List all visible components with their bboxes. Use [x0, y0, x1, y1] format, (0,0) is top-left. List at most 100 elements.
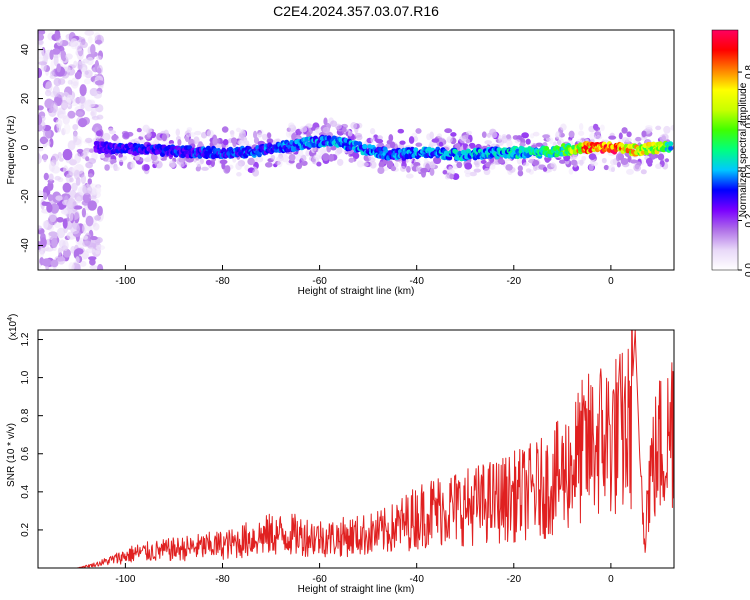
snr-series-line	[38, 330, 674, 568]
heatmap-cell	[52, 48, 61, 55]
heatmap-cell	[114, 166, 120, 172]
heatmap-cell	[581, 155, 587, 162]
spectrogram-y-tick-label: 40	[20, 44, 31, 56]
heatmap-cell	[102, 132, 111, 141]
heatmap-cell	[342, 126, 347, 133]
heatmap-cell	[85, 247, 96, 254]
heatmap-cell	[49, 71, 55, 77]
heatmap-cell	[179, 162, 185, 168]
heatmap-cell	[70, 223, 81, 235]
heatmap-cell	[399, 140, 406, 145]
heatmap-cell	[517, 165, 523, 172]
heatmap-cell	[650, 154, 656, 160]
heatmap-cell	[79, 84, 87, 97]
heatmap-cell	[62, 115, 70, 125]
heatmap-cell	[49, 49, 54, 60]
heatmap-cell	[206, 129, 214, 138]
heatmap-cell	[465, 130, 473, 135]
heatmap-cell	[38, 33, 45, 41]
spectrogram-x-tick-label: -20	[507, 276, 522, 287]
heatmap-cell	[38, 40, 44, 45]
heatmap-cell	[168, 140, 175, 145]
heatmap-cell	[397, 128, 405, 134]
heatmap-cell	[522, 162, 530, 167]
heatmap-cell	[305, 149, 310, 157]
spectrogram-x-tick-label: -60	[312, 276, 327, 287]
heatmap-cell	[519, 142, 526, 147]
heatmap-cell	[92, 222, 100, 231]
spectrogram-x-tick-label: -40	[409, 276, 424, 287]
colorbar-label: Normalized spectral amplitude	[738, 82, 749, 217]
heatmap-cell	[429, 161, 435, 170]
heatmap-cell	[322, 126, 331, 134]
heatmap-cell	[532, 131, 540, 137]
heatmap-cell	[95, 249, 101, 255]
heatmap-cell	[175, 128, 181, 137]
heatmap-cell	[72, 81, 79, 87]
heatmap-cell	[74, 97, 82, 104]
heatmap-cell	[95, 244, 106, 251]
heatmap-cell	[270, 154, 276, 161]
heatmap-cell	[464, 162, 473, 170]
heatmap-cell	[86, 56, 94, 66]
heatmap-cell	[56, 92, 65, 98]
heatmap-cell	[362, 143, 368, 149]
heatmap-cell	[281, 154, 289, 163]
heatmap-cell	[89, 264, 98, 270]
heatmap-cell	[66, 200, 74, 213]
spectrogram-cells	[38, 30, 674, 270]
heatmap-cell	[47, 194, 54, 202]
heatmap-cell	[47, 181, 54, 192]
heatmap-cell	[97, 263, 104, 270]
heatmap-cell	[655, 163, 662, 170]
heatmap-cell	[51, 237, 58, 249]
heatmap-cell	[90, 43, 96, 55]
spectrogram-x-ticks: -100 -80 -60 -40 -20 0	[115, 265, 614, 287]
heatmap-cell	[489, 128, 497, 136]
heatmap-cell	[53, 54, 59, 67]
heatmap-cell	[447, 155, 453, 161]
colorbar-tick-label: 0.2	[744, 213, 750, 227]
heatmap-cell	[63, 123, 71, 135]
heatmap-cell	[207, 148, 213, 154]
heatmap-cell	[108, 130, 117, 135]
heatmap-cell	[579, 122, 584, 131]
heatmap-cell	[242, 139, 250, 145]
heatmap-cell	[81, 207, 87, 218]
heatmap-cell	[594, 135, 603, 140]
heatmap-cell	[640, 169, 647, 175]
heatmap-cell	[57, 247, 62, 257]
snr-y-tick-label: 1.0	[20, 370, 31, 384]
heatmap-cell	[408, 136, 415, 144]
heatmap-cell	[221, 126, 229, 133]
heatmap-cell	[62, 148, 73, 161]
heatmap-cell	[54, 175, 61, 181]
heatmap-cell	[91, 115, 100, 121]
heatmap-cell	[51, 153, 60, 162]
heatmap-cell	[535, 142, 544, 147]
heatmap-cell	[378, 161, 385, 168]
heatmap-cell	[56, 63, 61, 73]
heatmap-cell	[657, 153, 665, 161]
heatmap-cell	[83, 78, 91, 85]
heatmap-cell	[48, 173, 54, 182]
heatmap-cell	[96, 64, 103, 75]
heatmap-cell	[235, 127, 242, 133]
heatmap-cell	[295, 162, 303, 170]
spectrogram-frame	[37, 29, 675, 271]
heatmap-cell	[601, 157, 607, 164]
heatmap-cell	[348, 157, 355, 163]
heatmap-cell	[56, 216, 64, 223]
heatmap-cell	[90, 236, 98, 241]
spectrogram-x-label: Height of straight line (km)	[298, 286, 415, 297]
heatmap-cell	[506, 134, 512, 140]
heatmap-cell	[481, 131, 487, 138]
heatmap-cell	[82, 184, 93, 195]
heatmap-cell	[568, 168, 574, 175]
heatmap-cell	[618, 132, 623, 140]
heatmap-cell	[62, 239, 69, 252]
snr-x-tick-label: -40	[409, 574, 424, 585]
heatmap-cell	[95, 185, 101, 195]
snr-x-tick-label: -100	[115, 574, 135, 585]
heatmap-cell	[230, 137, 238, 144]
